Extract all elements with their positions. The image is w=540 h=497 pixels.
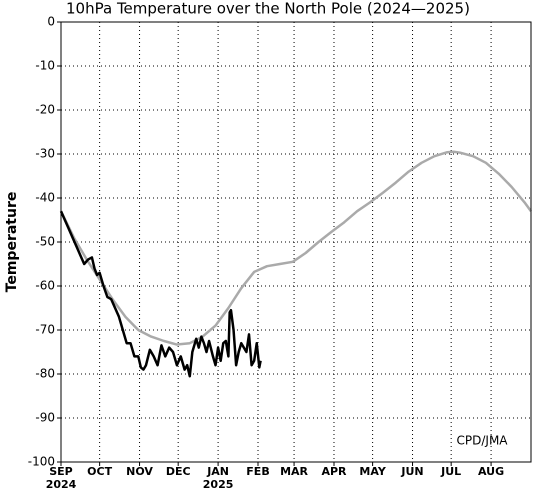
y-tick-label: -30 <box>35 147 55 161</box>
data-line <box>59 150 533 346</box>
y-tick-label: -100 <box>28 455 55 469</box>
year-label: 2024 <box>46 478 77 491</box>
x-tick-label: APR <box>321 465 347 478</box>
x-tick-label: FEB <box>246 465 269 478</box>
chart-title: 10hPa Temperature over the North Pole (2… <box>66 0 470 18</box>
y-tick-label: -10 <box>35 59 55 73</box>
x-tick-label: NOV <box>126 465 153 478</box>
data-line <box>59 210 262 378</box>
y-tick-label: -50 <box>35 235 55 249</box>
y-tick-label: -80 <box>35 367 55 381</box>
y-axis-label: Temperature <box>4 192 20 293</box>
x-tick-label: AUG <box>478 465 504 478</box>
x-tick-label: SEP <box>49 465 73 478</box>
annotation: CPD/JMA <box>457 434 509 448</box>
x-tick-label: DEC <box>166 465 191 478</box>
x-tick-label: JAN <box>206 465 229 478</box>
x-tick-label: OCT <box>87 465 112 478</box>
plot-frame <box>60 21 532 463</box>
x-tick-label: MAR <box>280 465 308 478</box>
y-tick-label: -90 <box>35 411 55 425</box>
year-label: 2025 <box>203 478 234 491</box>
y-tick-label: -60 <box>35 279 55 293</box>
y-tick-label: -40 <box>35 191 55 205</box>
x-tick-label: JUL <box>440 465 461 478</box>
y-tick-label: -20 <box>35 103 55 117</box>
y-tick-label: -70 <box>35 323 55 337</box>
y-tick-label: 0 <box>47 15 55 29</box>
x-tick-label: MAY <box>359 465 386 478</box>
x-tick-label: JUN <box>400 465 423 478</box>
